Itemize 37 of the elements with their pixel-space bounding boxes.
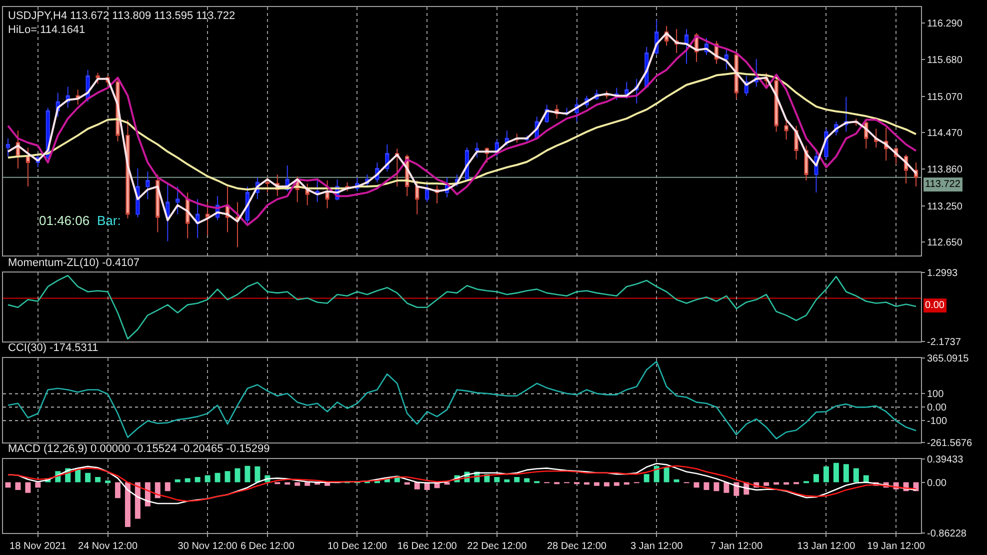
x-tick-label: 3 Jan 12:00 (630, 541, 684, 552)
x-tick-label: 16 Dec 12:00 (397, 541, 458, 552)
y-tick-label: 112.650 (927, 237, 963, 248)
y-tick-label: 113.860 (927, 164, 963, 176)
x-tick-label: 30 Nov 12:00 (178, 541, 238, 552)
y-tick-label: 365.0915 (927, 354, 970, 365)
y-tick-label: 116.290 (927, 18, 963, 30)
y-tick-label: 0.00 (927, 478, 947, 489)
y-tick-label: 0.00 (927, 402, 947, 414)
chart-title: Momentum-ZL(10) -0.4107 (8, 257, 140, 269)
annotation: Bar: (97, 213, 121, 228)
y-tick-label: -261.5676 (927, 438, 972, 449)
annotation: HiLo= 114.1641 (8, 24, 86, 36)
x-tick-label: 19 Jan 12:00 (867, 541, 926, 552)
x-tick-label: 22 Dec 12:00 (467, 541, 528, 552)
y-tick-label: 0.39433 (927, 454, 964, 466)
x-tick-label: 24 Nov 12:00 (78, 541, 138, 552)
x-tick-label: 6 Dec 12:00 (240, 541, 295, 552)
y-tick-label: -2.1737 (927, 336, 962, 348)
y-tick-label: 115.070 (927, 92, 963, 103)
y-tick-label: 100 (927, 389, 944, 400)
annotation: 01:46:06 (39, 213, 90, 228)
x-tick-label: 7 Jan 12:00 (710, 541, 763, 552)
x-tick-label: 28 Dec 12:00 (547, 541, 607, 552)
y-tick-label: 115.680 (927, 55, 963, 66)
chart-title: USDJPY,H4 113.672 113.809 113.595 113.722 (8, 10, 236, 22)
chart-title: CCI(30) -174.5311 (8, 342, 98, 354)
x-tick-label: 10 Dec 12:00 (327, 541, 388, 552)
x-tick-label: 18 Nov 2021 (10, 541, 67, 552)
y-tick-label: 113.250 (927, 201, 963, 212)
ref-line-label: 113.722 (925, 179, 961, 190)
y-tick-label: 114.470 (927, 128, 963, 139)
chart-title: MACD (12,26,9) 0.00000 -0.15524 -0.20465 -0.15299 (8, 443, 270, 455)
y-tick-label: -100 (927, 416, 948, 428)
y-tick-label: 1.2993 (927, 268, 958, 280)
x-tick-label: 13 Jan 12:00 (797, 541, 856, 552)
y-tick-label: -0.86228 (927, 528, 967, 540)
